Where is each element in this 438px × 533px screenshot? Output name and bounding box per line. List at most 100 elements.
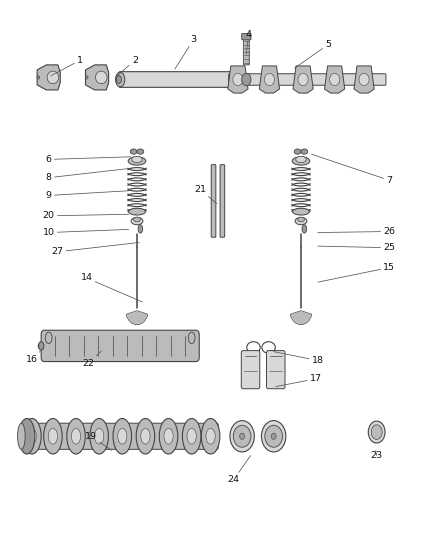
FancyBboxPatch shape: [242, 34, 251, 40]
Ellipse shape: [44, 418, 62, 454]
Ellipse shape: [233, 425, 251, 447]
Text: 27: 27: [51, 243, 139, 256]
Ellipse shape: [18, 423, 25, 449]
Ellipse shape: [39, 342, 44, 350]
Text: 16: 16: [26, 351, 40, 364]
Ellipse shape: [265, 74, 275, 86]
Ellipse shape: [329, 74, 340, 86]
Ellipse shape: [298, 74, 308, 86]
FancyBboxPatch shape: [266, 351, 285, 389]
Ellipse shape: [136, 418, 155, 454]
Ellipse shape: [138, 225, 143, 233]
Ellipse shape: [368, 421, 385, 443]
Ellipse shape: [188, 332, 195, 344]
FancyBboxPatch shape: [241, 351, 260, 389]
Ellipse shape: [129, 208, 145, 215]
Ellipse shape: [95, 71, 107, 84]
Text: 7: 7: [311, 154, 392, 185]
Text: 5: 5: [295, 40, 331, 68]
Ellipse shape: [118, 429, 127, 444]
Ellipse shape: [164, 429, 173, 444]
FancyBboxPatch shape: [244, 39, 249, 65]
Text: 14: 14: [81, 273, 142, 302]
Ellipse shape: [141, 429, 150, 444]
Ellipse shape: [265, 425, 283, 447]
Ellipse shape: [46, 332, 52, 344]
Ellipse shape: [67, 418, 85, 454]
Ellipse shape: [359, 74, 369, 86]
Ellipse shape: [242, 73, 251, 86]
FancyBboxPatch shape: [220, 165, 225, 237]
Ellipse shape: [37, 76, 40, 79]
Ellipse shape: [187, 429, 196, 444]
Ellipse shape: [47, 71, 59, 84]
Text: 1: 1: [51, 55, 83, 76]
Ellipse shape: [201, 418, 220, 454]
Polygon shape: [259, 66, 279, 93]
Ellipse shape: [71, 429, 81, 444]
Ellipse shape: [292, 157, 310, 165]
Ellipse shape: [85, 76, 88, 79]
Wedge shape: [290, 311, 311, 325]
Polygon shape: [85, 65, 109, 90]
Polygon shape: [325, 66, 345, 93]
Text: 10: 10: [43, 228, 129, 237]
Text: 22: 22: [83, 351, 101, 368]
Ellipse shape: [90, 418, 109, 454]
Text: 26: 26: [318, 227, 395, 236]
Polygon shape: [293, 66, 313, 93]
Ellipse shape: [116, 72, 125, 87]
Text: 15: 15: [318, 263, 395, 282]
Ellipse shape: [113, 418, 131, 454]
Ellipse shape: [19, 418, 35, 454]
Ellipse shape: [130, 149, 137, 154]
Ellipse shape: [132, 156, 142, 163]
Ellipse shape: [261, 421, 286, 452]
Text: 19: 19: [85, 432, 112, 450]
Ellipse shape: [131, 217, 143, 225]
Text: 25: 25: [318, 243, 395, 252]
Wedge shape: [290, 311, 311, 325]
Ellipse shape: [293, 208, 309, 215]
Ellipse shape: [48, 429, 57, 444]
Text: 3: 3: [175, 35, 197, 69]
Ellipse shape: [371, 425, 382, 439]
Polygon shape: [228, 66, 248, 93]
Text: 18: 18: [274, 352, 324, 365]
Text: 2: 2: [116, 55, 138, 77]
Ellipse shape: [240, 433, 245, 439]
Ellipse shape: [134, 217, 140, 222]
Polygon shape: [37, 65, 60, 90]
Text: 20: 20: [43, 211, 129, 220]
Ellipse shape: [137, 149, 144, 154]
Text: 4: 4: [245, 29, 251, 54]
Ellipse shape: [301, 149, 308, 154]
Text: 24: 24: [228, 456, 251, 484]
Ellipse shape: [159, 418, 178, 454]
Ellipse shape: [128, 157, 146, 165]
Ellipse shape: [302, 225, 307, 233]
FancyBboxPatch shape: [41, 330, 199, 361]
Ellipse shape: [271, 433, 276, 439]
Text: 17: 17: [276, 374, 321, 386]
Wedge shape: [127, 311, 148, 325]
Text: 8: 8: [46, 168, 131, 182]
Ellipse shape: [117, 76, 121, 84]
Wedge shape: [127, 311, 148, 325]
Text: 23: 23: [371, 450, 383, 460]
Ellipse shape: [23, 418, 41, 454]
Text: 9: 9: [46, 191, 129, 200]
Polygon shape: [354, 66, 374, 93]
Text: 6: 6: [46, 155, 131, 164]
Ellipse shape: [295, 217, 307, 225]
Ellipse shape: [294, 149, 301, 154]
FancyBboxPatch shape: [119, 71, 233, 87]
Ellipse shape: [233, 74, 243, 86]
Ellipse shape: [296, 156, 306, 163]
Ellipse shape: [95, 429, 104, 444]
FancyBboxPatch shape: [229, 74, 386, 85]
FancyBboxPatch shape: [211, 165, 216, 237]
FancyBboxPatch shape: [22, 423, 218, 449]
Ellipse shape: [298, 217, 304, 222]
Ellipse shape: [206, 429, 215, 444]
